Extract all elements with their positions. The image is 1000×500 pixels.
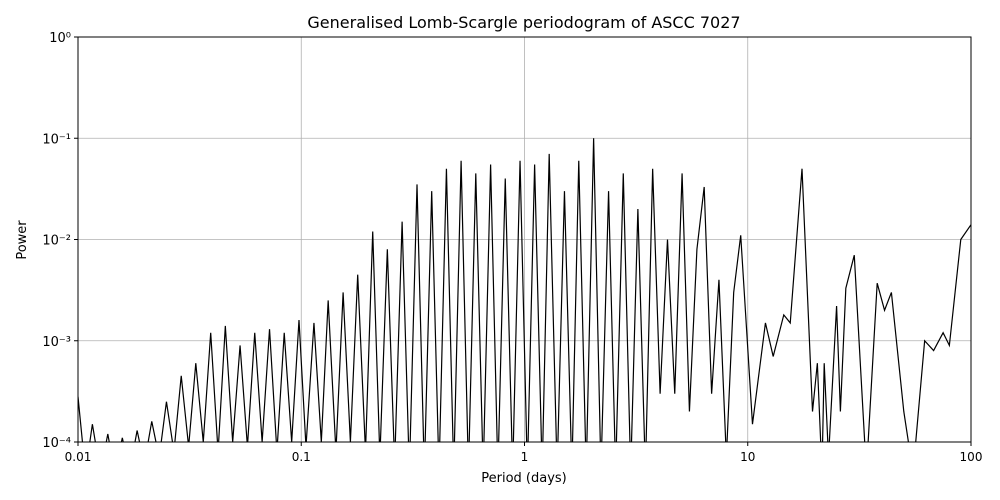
data-line (78, 138, 971, 442)
y-tick-label: 10⁻⁴ (42, 436, 71, 451)
chart-title: Generalised Lomb-Scargle periodogram of … (307, 13, 740, 32)
y-tick-label: 10⁻² (42, 234, 71, 249)
plot-frame (77, 36, 972, 443)
x-tick-label: 0.01 (65, 450, 92, 464)
x-tick-label: 10 (740, 450, 755, 464)
x-tick-label: 100 (960, 450, 983, 464)
y-tick-label: 10⁻¹ (42, 132, 71, 147)
y-tick-label: 10⁰ (49, 31, 71, 46)
y-tick-label: 10⁻³ (42, 335, 71, 350)
x-tick-label: 0.1 (292, 450, 311, 464)
x-tick-label: 1 (521, 450, 529, 464)
x-axis-label: Period (days) (481, 471, 567, 486)
y-axis-label: Power (15, 220, 30, 260)
